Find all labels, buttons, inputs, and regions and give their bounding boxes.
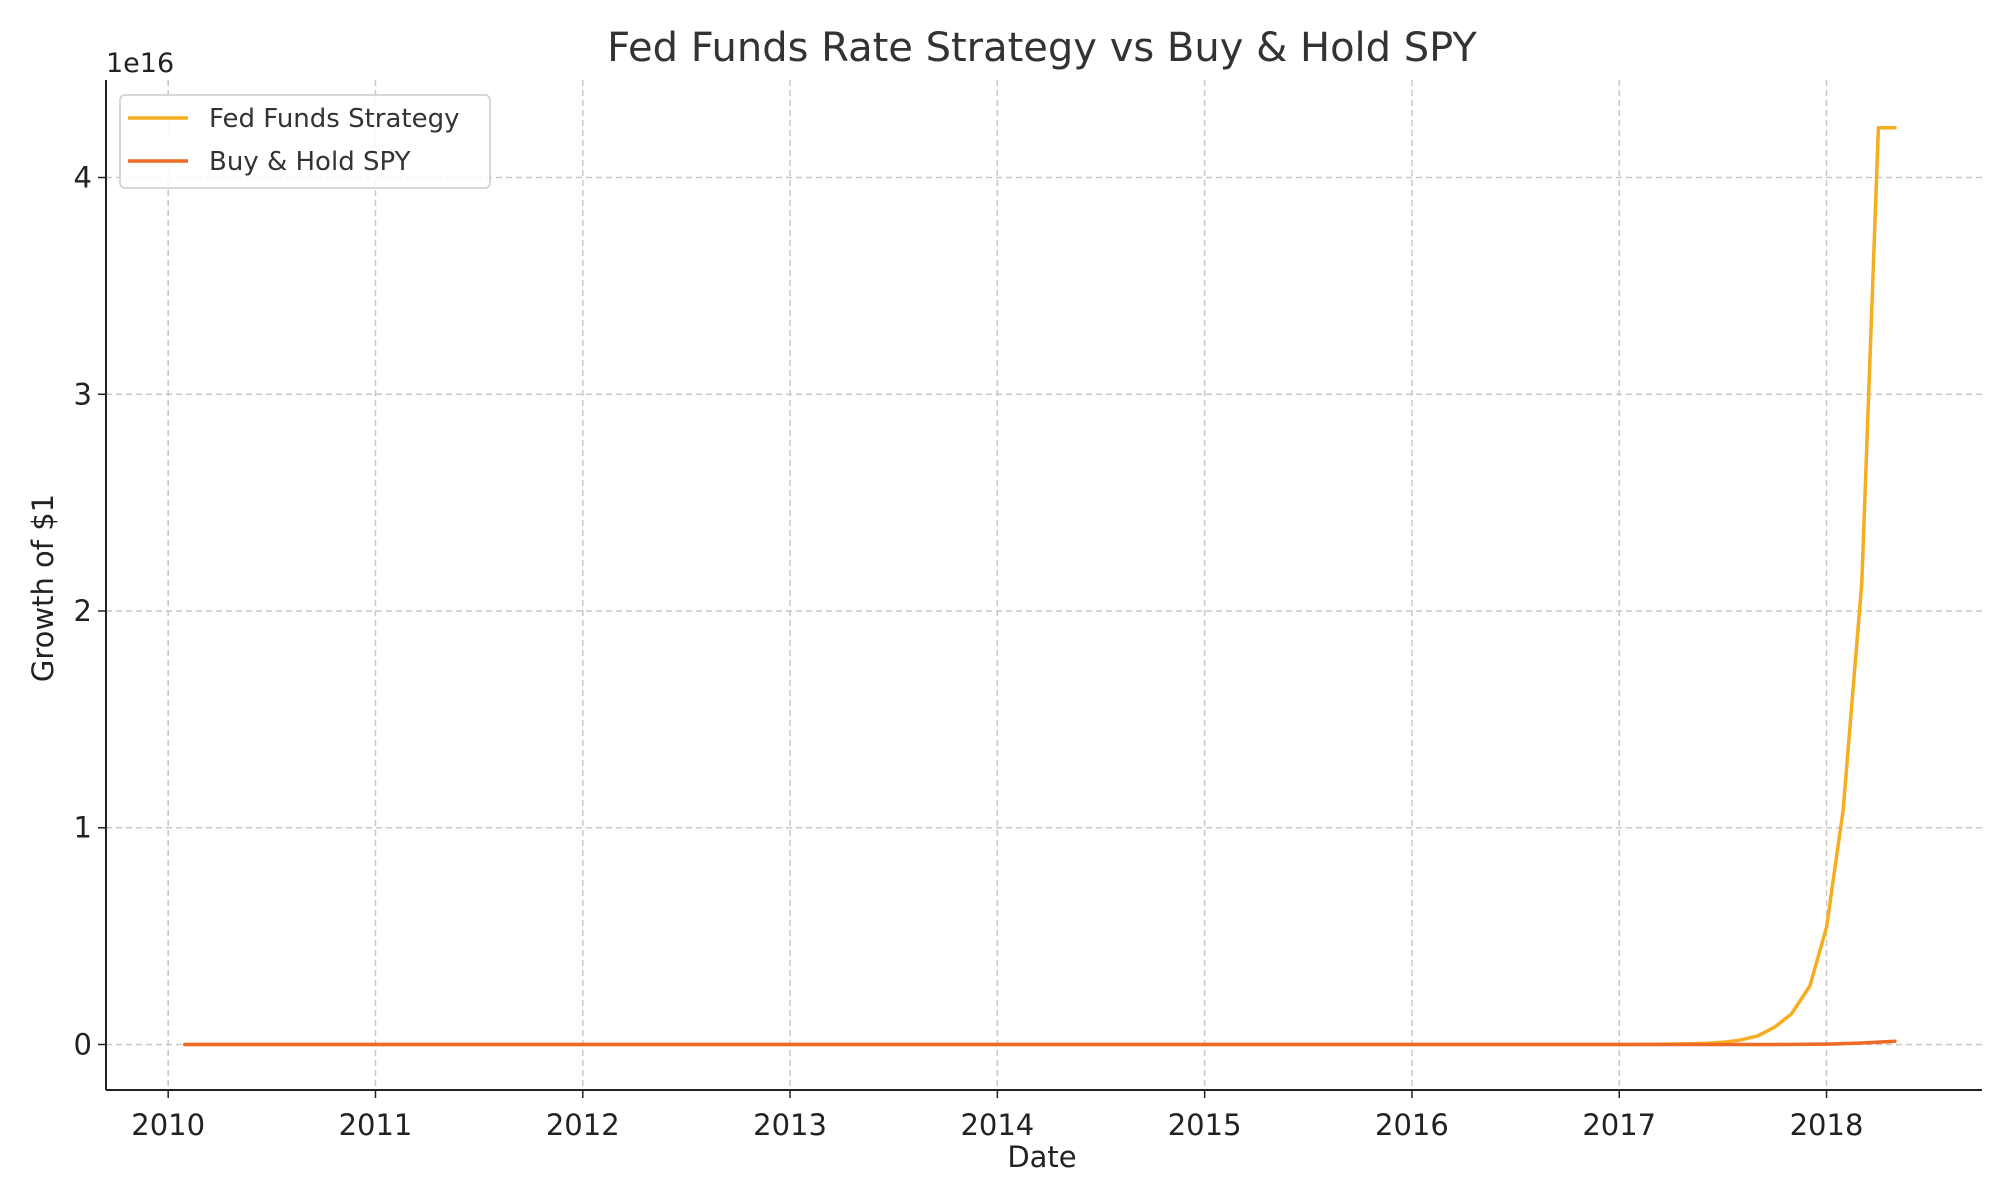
y-tick-label: 0 xyxy=(74,1027,92,1061)
y-tick-label: 2 xyxy=(74,594,92,628)
y-ticks: 0 1 2 3 4 xyxy=(74,161,106,1061)
series-layer xyxy=(183,125,1897,1047)
x-tick-label: 2018 xyxy=(1790,1108,1864,1142)
x-ticks: 2010 2011 2012 2013 2014 2015 2016 2017 2018 xyxy=(131,1090,1863,1142)
y-tick-label: 1 xyxy=(74,811,92,845)
y-axis-offset-label: 1e16 xyxy=(106,48,174,79)
x-tick-label: 2015 xyxy=(1168,1108,1242,1142)
x-tick-label: 2010 xyxy=(131,1108,205,1142)
legend-label-buy-hold-spy: Buy & Hold SPY xyxy=(209,147,411,177)
x-axis-label: Date xyxy=(1007,1140,1076,1174)
x-tick-label: 2014 xyxy=(960,1108,1034,1142)
legend-label-fed-funds-strategy: Fed Funds Strategy xyxy=(209,104,460,134)
axes xyxy=(105,80,1982,1091)
legend: Fed Funds Strategy Buy & Hold SPY xyxy=(119,94,491,189)
x-tick-label: 2012 xyxy=(546,1108,620,1142)
x-tick-label: 2013 xyxy=(753,1108,827,1142)
y-tick-label: 4 xyxy=(74,161,92,195)
y-tick-label: 3 xyxy=(74,377,92,411)
series-line-buy-hold-spy xyxy=(183,1039,1897,1047)
x-tick-label: 2011 xyxy=(339,1108,413,1142)
y-axis-label: Growth of $1 xyxy=(26,494,60,682)
legend-box xyxy=(119,94,491,189)
chart-title: Fed Funds Rate Strategy vs Buy & Hold SP… xyxy=(607,25,1477,71)
x-tick-label: 2016 xyxy=(1375,1108,1449,1142)
x-tick-label: 2017 xyxy=(1582,1108,1656,1142)
